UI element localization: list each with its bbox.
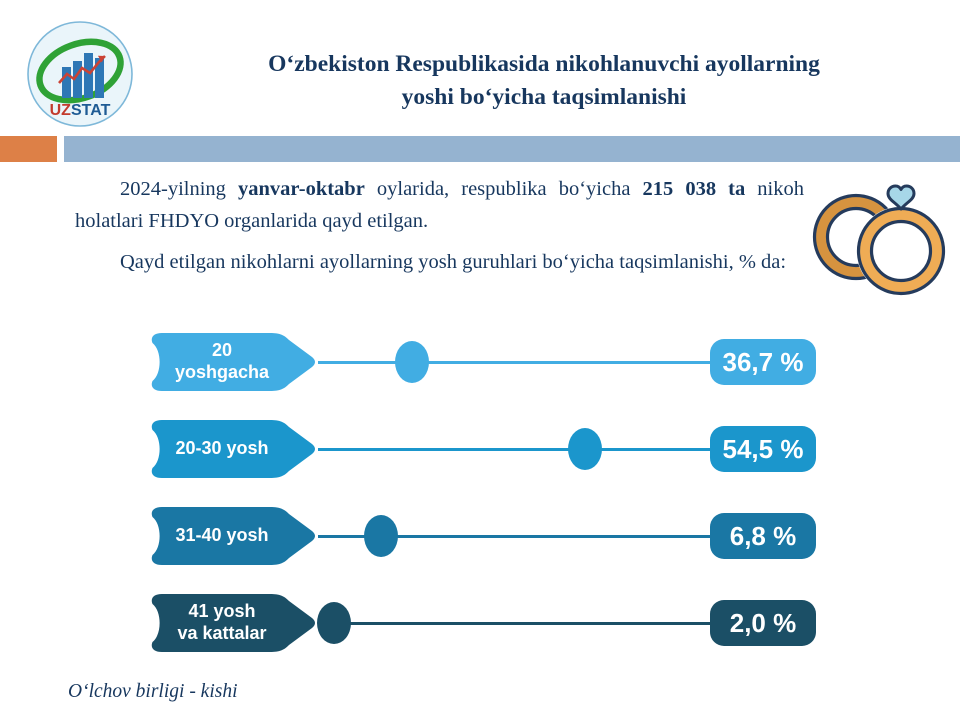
category-ribbon: 31-40 yosh [148, 506, 318, 566]
svg-text:UZSTAT: UZSTAT [50, 102, 111, 119]
connector-area [318, 419, 710, 479]
ribbon-shape-icon [151, 420, 315, 478]
measurement-unit-note: Oʻlchov birligi - kishi [68, 681, 238, 702]
connector-line [318, 534, 710, 538]
p1-bold-period: yanvar-oktabr [238, 178, 365, 200]
value-badge: 2,0 % [710, 600, 816, 646]
accent-band-orange [0, 136, 57, 162]
category-ribbon: 41 yosh va kattalar [148, 593, 318, 653]
title-line-1: Oʻzbekiston Respublikasida nikohlanuvchi… [268, 50, 820, 77]
title-line-2: yoshi boʻyicha taqsimlanishi [401, 84, 687, 110]
accent-band-blue [64, 136, 960, 162]
ribbon-shape-icon [151, 594, 315, 652]
chart-row-31-40: 31-40 yosh 6,8 % [148, 506, 816, 566]
value-badge: 6,8 % [710, 513, 816, 559]
category-ribbon: 20-30 yosh [148, 419, 318, 479]
intro-paragraphs: 2024-yilning yanvar-oktabr oylarida, res… [75, 174, 804, 298]
ribbon-shape-icon [151, 507, 315, 565]
p1-mid: oylarida, respublika boʻyicha [364, 178, 643, 200]
value-badge: 36,7 % [710, 339, 816, 385]
value-dot [363, 515, 398, 557]
age-distribution-chart: 20 yoshgacha 36,7 % 20-30 yosh [0, 298, 960, 653]
category-label: 20 yoshgacha [174, 340, 270, 382]
uzstat-logo-icon: UZSTAT [26, 20, 134, 128]
value-badge: 54,5 % [710, 426, 816, 472]
connector-area [318, 332, 710, 392]
ribbon-shape-icon [151, 333, 315, 391]
wedding-rings-icon [810, 176, 946, 298]
connector-line [318, 447, 710, 451]
connector-area [316, 593, 710, 653]
category-ribbon: 20 yoshgacha [148, 332, 318, 392]
connector-line [318, 621, 710, 625]
category-label: 31-40 yosh [175, 525, 269, 546]
accent-band [0, 136, 960, 162]
header: UZSTAT Oʻzbekiston Respublikasida nikohl… [0, 0, 960, 136]
category-label: 20-30 yosh [175, 438, 269, 459]
p1-tail: nikoh holatlari FHDYO organlarida qayd e… [75, 178, 805, 232]
p1-bold-count: 215 038 ta [642, 178, 746, 200]
p1-pre: 2024-yilning [120, 178, 238, 200]
logo-text-uz: UZ [50, 102, 72, 119]
chart-row-41-plus: 41 yosh va kattalar 2,0 % [148, 593, 816, 653]
intro-paragraph-2: Qayd etilgan nikohlarni ayollarning yosh… [120, 250, 787, 273]
value-dot [567, 428, 602, 470]
connector-area [318, 506, 710, 566]
logo-text-stat: STAT [71, 102, 111, 119]
chart-row-20-30: 20-30 yosh 54,5 % [148, 419, 816, 479]
category-label: 41 yosh va kattalar [177, 601, 267, 643]
value-dot [316, 602, 351, 644]
page-title: Oʻzbekiston Respublikasida nikohlanuvchi… [134, 20, 948, 136]
intro-section: 2024-yilning yanvar-oktabr oylarida, res… [0, 162, 960, 298]
connector-line [318, 360, 710, 364]
chart-row-under-20: 20 yoshgacha 36,7 % [148, 332, 816, 392]
value-dot [395, 341, 430, 383]
intro-paragraph-1: 2024-yilning yanvar-oktabr oylarida, res… [75, 174, 804, 238]
